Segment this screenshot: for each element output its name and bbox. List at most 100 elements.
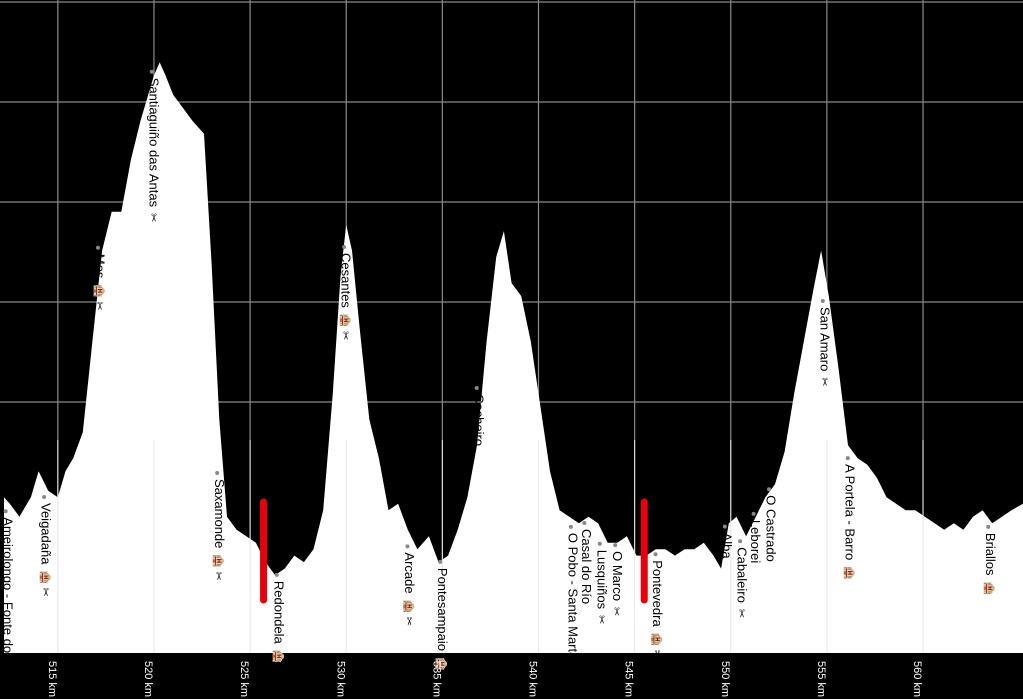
place-label: Casal do Río <box>579 521 594 604</box>
x-tick-text: 555 km <box>815 661 827 697</box>
place-label: Leborei <box>748 511 763 563</box>
amenity-icons: 🏨 ✂ <box>339 314 352 340</box>
place-dot <box>42 495 47 499</box>
x-tick-label: 535 km <box>430 661 442 697</box>
place-label: Briallos 🏨 <box>983 524 998 596</box>
place-label: San Amaro ✂ <box>817 299 832 387</box>
place-name: Casal do Río <box>579 529 594 604</box>
x-tick-text: 515 km <box>46 661 58 697</box>
place-dot <box>845 456 850 461</box>
amenity-icons: ✂ <box>595 615 608 624</box>
place-dot <box>474 386 479 390</box>
place-label: O Marco ✂ <box>610 543 625 616</box>
place-label: Cesantes 🏨 ✂ <box>339 245 354 340</box>
grid-overlay <box>57 440 924 653</box>
place-label: Mos 🏨 ✂ <box>93 245 108 311</box>
place-dot <box>820 299 825 303</box>
place-label: A Portela - Barro 🏨 <box>842 456 857 580</box>
place-name: Santiaguiño das Antas <box>146 78 161 208</box>
place-label: Santiaguiño das Antas ✂ <box>146 69 161 222</box>
stage-markers <box>260 498 648 604</box>
amenity-icons: 🏨 ✂ <box>403 600 416 626</box>
place-name: Pontevedra <box>650 560 665 627</box>
place-name: Briallos <box>983 533 998 576</box>
x-tick-label: 545 km <box>623 661 635 697</box>
amenity-icons: 🏨 ✂ <box>272 650 285 676</box>
amenity-icons: ✂ <box>818 377 831 386</box>
place-name: Pontesampaio <box>435 568 450 651</box>
place-label: Arcade 🏨 ✂ <box>402 544 417 626</box>
x-axis-ticks: 515 km 520 km 525 km 530 km 535 km 540 km 545 … <box>46 661 923 697</box>
place-dot <box>438 559 443 564</box>
place-label: Alba <box>719 524 734 560</box>
x-tick-label: 525 km <box>238 661 250 697</box>
place-name: Cacheiro <box>471 394 486 446</box>
place-dot <box>215 471 220 475</box>
elevation-area <box>4 62 1023 653</box>
x-tick-text: 540 km <box>527 661 539 697</box>
place-name: Veigadaña <box>39 503 54 565</box>
x-tick-label: 520 km <box>142 661 154 697</box>
place-name: Ameirolongo - Fonte do Chan <box>0 517 15 688</box>
place-label: Lusquiños ✂ <box>594 541 609 624</box>
amenity-icons: 🏨 ✂ <box>651 633 664 659</box>
amenity-icons: 🏨 ✂ <box>39 570 52 596</box>
x-tick-text: 550 km <box>719 661 731 697</box>
place-dot <box>722 524 727 529</box>
amenity-icons: ✂ <box>735 609 748 618</box>
place-dot <box>274 572 279 577</box>
place-label: Pontesampaio 🏨 ✂ <box>435 559 450 683</box>
place-name: Lusquiños <box>594 550 609 610</box>
place-name: San Amaro <box>817 307 832 371</box>
amenity-icons: 🏨 <box>843 566 856 580</box>
place-label: Veigadaña 🏨 ✂ <box>39 495 54 597</box>
x-tick-text: 545 km <box>623 661 635 697</box>
place-name: Leborei <box>748 520 763 563</box>
place-label: Cabaleiro ✂ <box>735 539 750 618</box>
place-dot <box>96 245 100 250</box>
place-dot <box>342 245 347 249</box>
place-dot <box>597 541 602 546</box>
place-name: Cabaleiro <box>735 547 750 603</box>
place-name: O Castrado <box>764 495 779 561</box>
place-dot <box>613 543 618 548</box>
place-name: Arcade <box>402 552 417 593</box>
place-name: Redondela <box>271 581 286 645</box>
x-tick-text: 525 km <box>238 661 250 697</box>
place-labels: Ameirolongo - Fonte do Chan Veigadaña🏨 ✂M… <box>0 69 998 688</box>
place-dot <box>738 539 743 544</box>
place-label: Ameirolongo - Fonte do Chan <box>0 509 15 688</box>
place-dot <box>767 487 771 492</box>
place-name: O Marco <box>610 551 625 601</box>
place-label: O Castrado <box>764 487 779 562</box>
amenity-icons: 🏨 ✂ <box>212 554 225 580</box>
x-tick-text: 535 km <box>430 661 442 697</box>
place-name: Alba <box>719 533 734 560</box>
x-tick-label: 540 km <box>527 661 539 697</box>
place-dot <box>149 69 154 74</box>
place-name: Mos <box>93 254 108 279</box>
x-tick-text: 520 km <box>142 661 154 697</box>
x-tick-label: 555 km <box>815 661 827 697</box>
amenity-icons: ✂ <box>147 213 160 222</box>
place-dot <box>405 544 410 549</box>
amenity-icons: 🏨 ✂ <box>93 284 106 310</box>
place-name: A Portela - Barro <box>842 464 857 560</box>
place-label: Cacheiro <box>471 386 486 446</box>
amenity-icons: ✂ <box>610 607 623 616</box>
amenity-icons: 🏨 <box>983 582 996 596</box>
amenity-icons: 🏨 ✂ <box>435 657 448 683</box>
x-tick-text: 560 km <box>911 661 923 697</box>
place-name: Cesantes <box>339 253 354 308</box>
place-dot <box>582 521 587 525</box>
place-label: Saxamonde 🏨 ✂ <box>212 471 227 581</box>
place-name: O Pobo - Santa Marta <box>565 533 580 660</box>
place-dot <box>3 509 8 514</box>
place-dot <box>568 524 573 529</box>
place-name: Saxamonde <box>212 479 227 548</box>
place-dot <box>653 552 658 557</box>
place-label: O Pobo - Santa Marta <box>565 524 580 660</box>
x-tick-label: 560 km <box>911 661 923 697</box>
place-dot <box>986 524 991 529</box>
